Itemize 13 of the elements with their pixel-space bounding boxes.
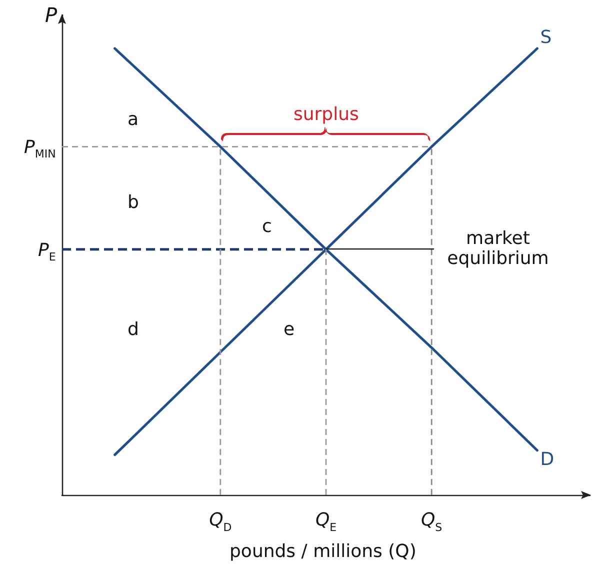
x-axis-title: pounds / millions (Q) [230, 541, 416, 562]
annotation: surplus [294, 104, 359, 125]
series-label: D [540, 449, 554, 470]
annotation: e [284, 319, 295, 340]
annotation: b [128, 192, 139, 213]
annotation: c [262, 216, 272, 237]
ref-line-label: P$_{MIN}$ [24, 137, 56, 161]
annotation: d [128, 319, 139, 340]
ref-line-label: P$_{E}$ [38, 240, 56, 264]
y-axis-title: P [45, 3, 58, 27]
annotation: market equilibrium [446, 228, 550, 270]
series-label: S [540, 27, 552, 48]
annotation: a [128, 109, 139, 130]
